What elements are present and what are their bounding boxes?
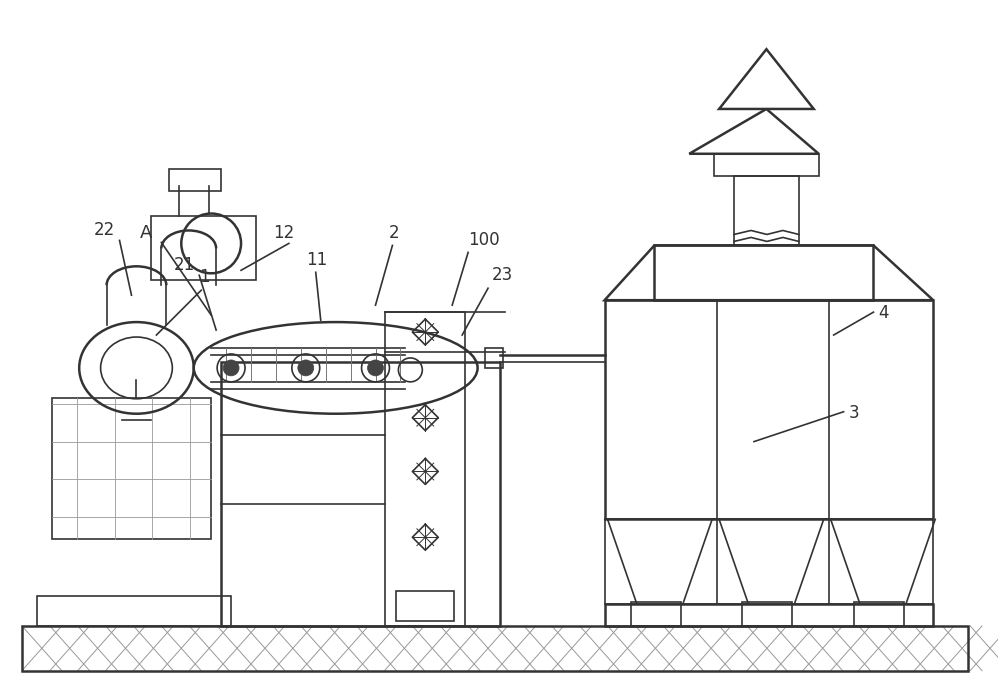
Bar — [151, 215, 256, 280]
Bar — [485, 348, 503, 368]
Text: 100: 100 — [468, 231, 500, 249]
Bar — [742, 602, 792, 626]
Text: 2: 2 — [388, 224, 399, 242]
Polygon shape — [719, 49, 814, 109]
Bar — [385, 312, 465, 626]
Text: 3: 3 — [849, 404, 859, 422]
Bar — [22, 626, 968, 671]
Bar — [221, 362, 500, 626]
Text: 11: 11 — [306, 251, 327, 269]
Circle shape — [368, 360, 383, 376]
Bar — [605, 300, 933, 520]
Text: 1: 1 — [199, 268, 210, 286]
Bar — [605, 520, 933, 604]
Circle shape — [298, 360, 314, 376]
Bar — [654, 246, 873, 300]
Bar — [854, 602, 904, 626]
Bar — [631, 602, 681, 626]
Bar — [605, 604, 933, 626]
Circle shape — [223, 360, 239, 376]
Bar — [169, 169, 221, 190]
Bar — [52, 398, 211, 539]
Text: 12: 12 — [273, 224, 294, 242]
Text: 4: 4 — [878, 304, 889, 322]
Text: A: A — [139, 224, 152, 242]
Text: 23: 23 — [492, 266, 513, 284]
Polygon shape — [689, 109, 819, 154]
Bar — [37, 596, 231, 626]
Bar — [714, 154, 819, 176]
Bar — [396, 591, 454, 621]
Bar — [734, 176, 799, 246]
Text: 21: 21 — [173, 256, 195, 275]
Text: 22: 22 — [94, 221, 115, 239]
